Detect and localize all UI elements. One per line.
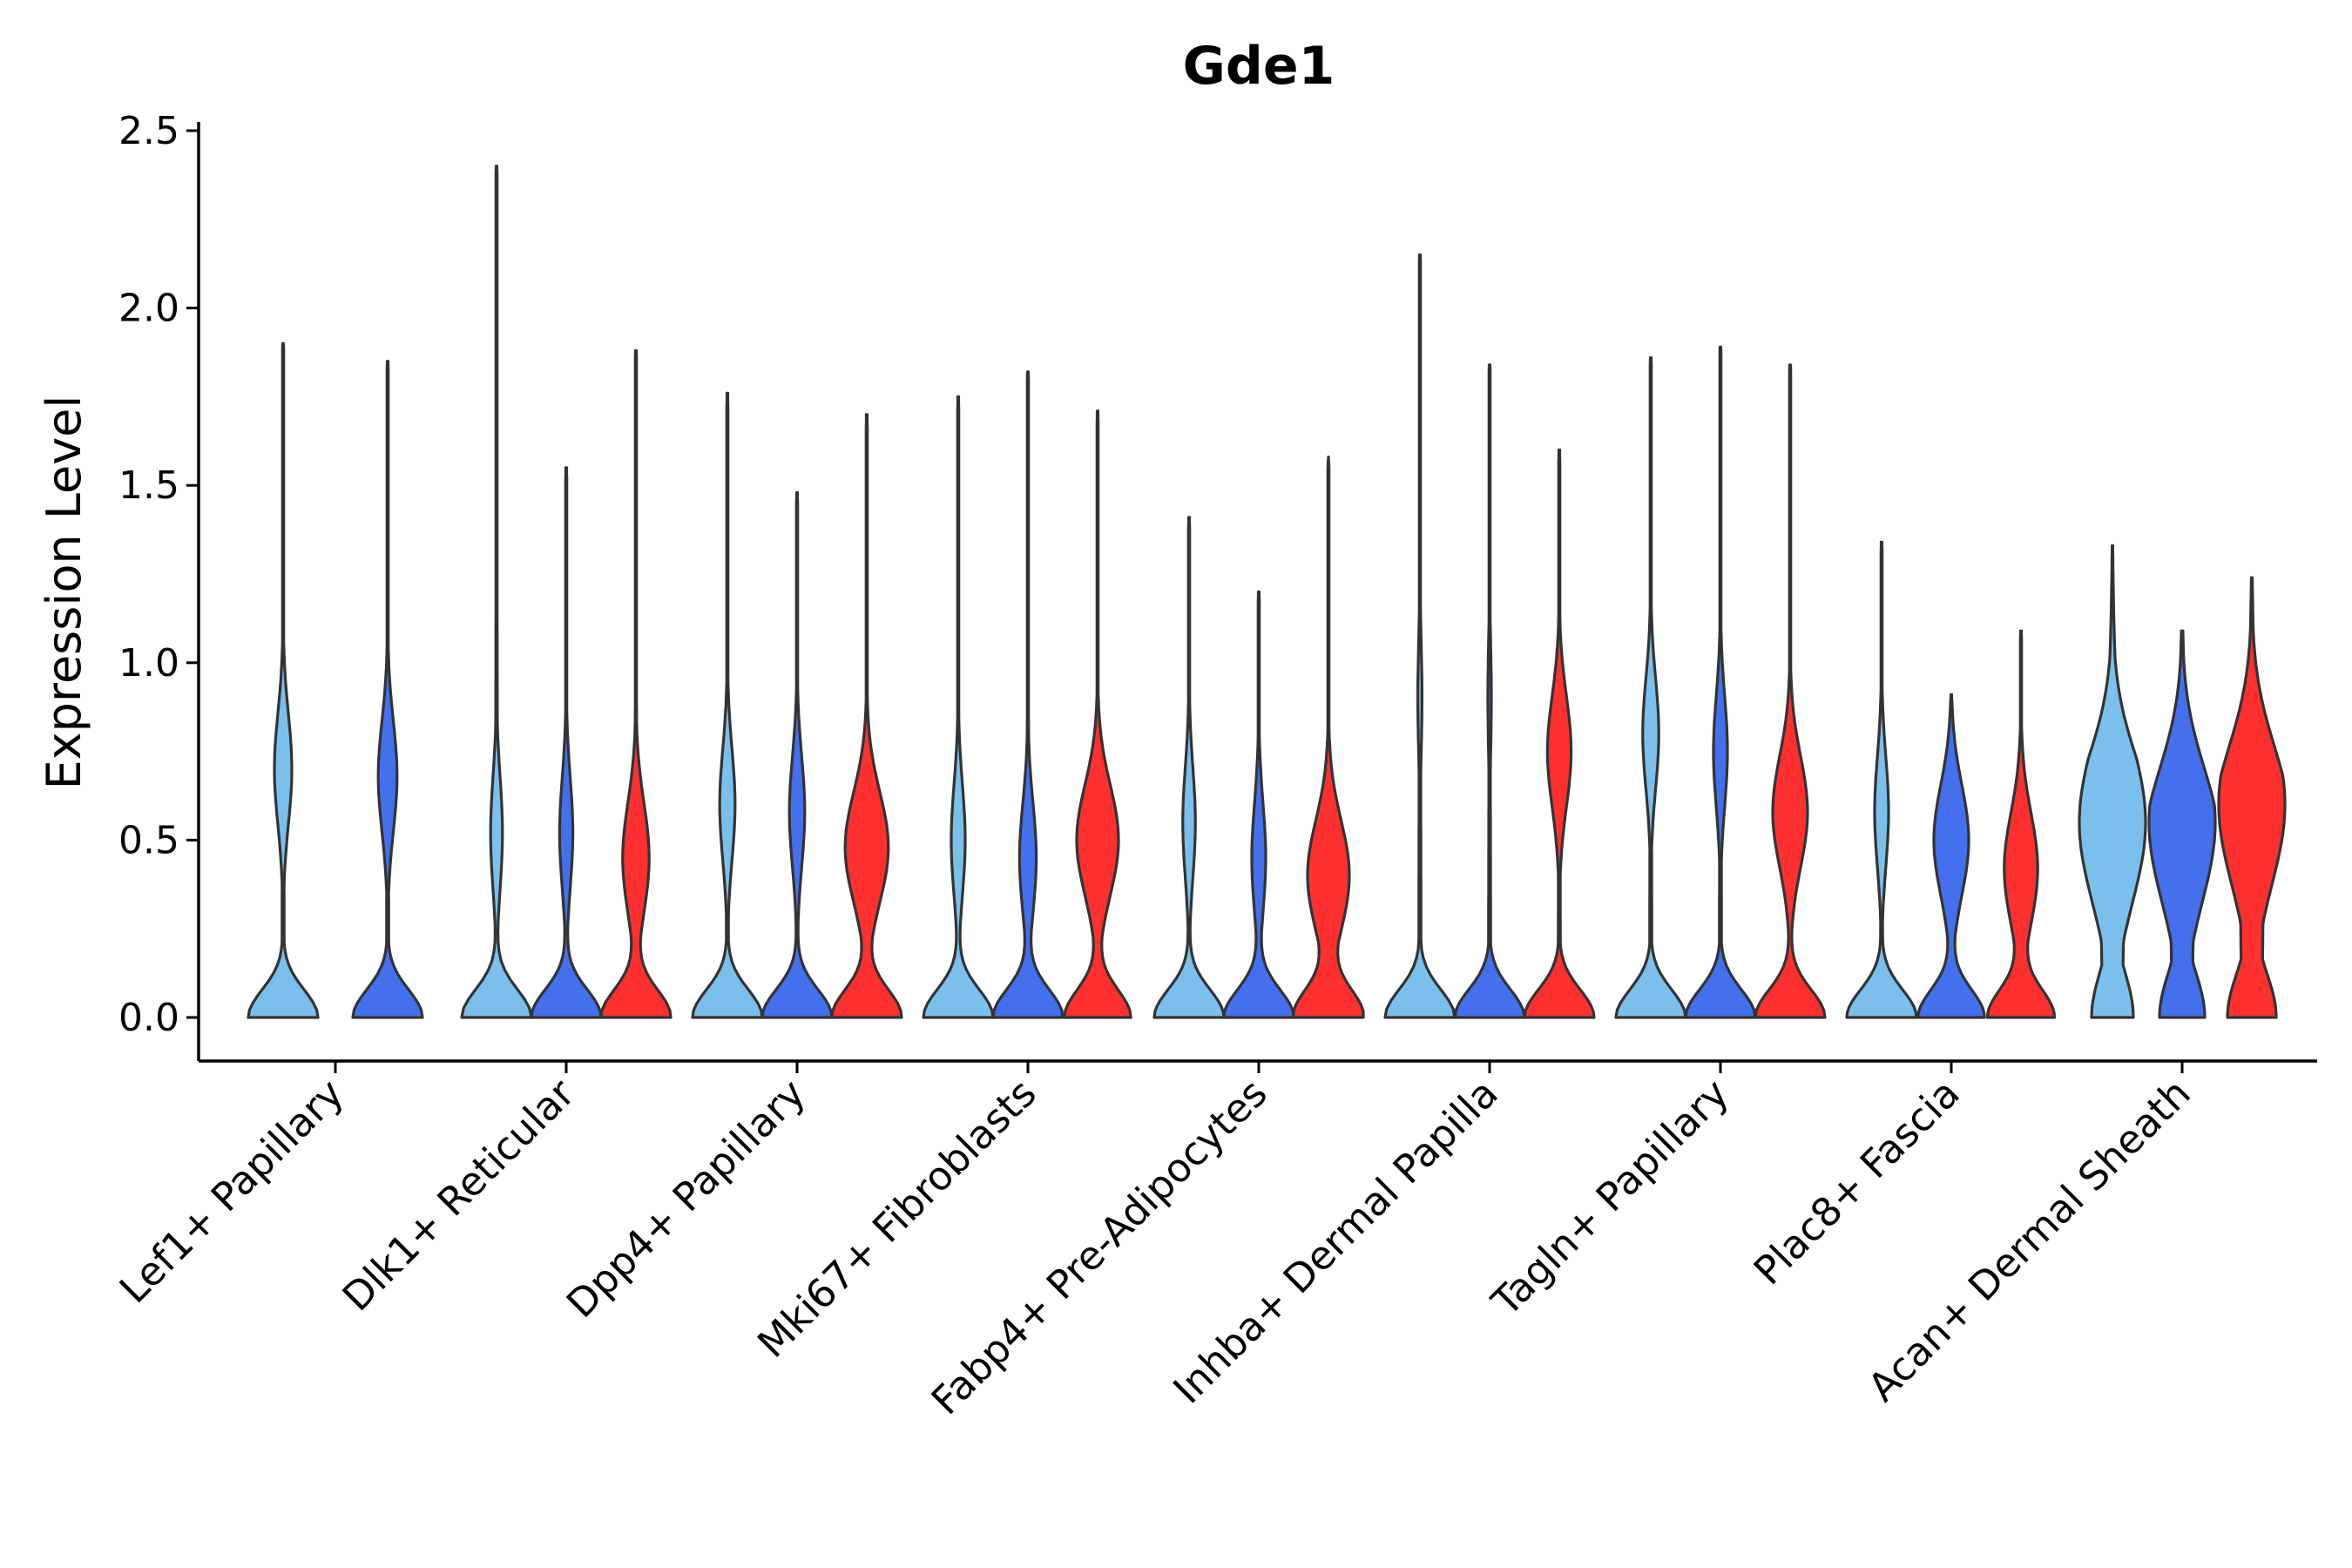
y-tick-label: 1.0 — [118, 641, 179, 686]
violin-4-1 — [1222, 590, 1295, 1019]
violin-4-0 — [1152, 516, 1226, 1019]
x-tick-label: Tagln+ Papillary — [1483, 1070, 1738, 1325]
x-tick-label: Dlk1+ Reticular — [334, 1070, 584, 1320]
violin-0-0 — [247, 341, 320, 1019]
violin-5-2 — [1523, 448, 1596, 1019]
violin-2-2 — [830, 413, 903, 1019]
violin-1-2 — [599, 348, 672, 1019]
violin-8-0 — [2078, 544, 2147, 1019]
y-tick-label: 0.5 — [118, 818, 179, 862]
violin-5-1 — [1453, 363, 1526, 1019]
violin-7-2 — [1985, 629, 2057, 1019]
x-tick-label: Plac8+ Fascia — [1745, 1070, 1969, 1294]
violin-6-0 — [1614, 356, 1687, 1019]
chart-title: Gde1 — [1183, 36, 1335, 97]
x-tick-label: Dpp4+ Papillary — [558, 1070, 814, 1327]
violin-3-2 — [1063, 409, 1132, 1019]
violins-group — [247, 165, 2287, 1019]
y-tick-label: 2.0 — [118, 287, 179, 331]
violin-8-2 — [2217, 576, 2287, 1019]
violin-3-0 — [922, 395, 995, 1019]
violin-7-0 — [1845, 540, 1918, 1019]
violin-1-1 — [530, 466, 603, 1019]
violin-3-1 — [991, 370, 1064, 1019]
y-axis: 0.0 0.5 1.0 1.5 2.0 2.5 — [118, 109, 200, 1061]
y-tick-label: 0.0 — [118, 996, 179, 1040]
violin-7-1 — [1916, 693, 1986, 1019]
violin-8-1 — [2147, 629, 2217, 1019]
y-tick-label: 2.5 — [118, 109, 179, 153]
violin-2-0 — [691, 391, 764, 1019]
violin-2-1 — [760, 490, 834, 1019]
y-tick-label: 1.5 — [118, 463, 179, 508]
y-axis-label: Expression Level — [37, 395, 91, 790]
x-tick-label: Lef1+ Papillary — [111, 1070, 353, 1312]
violin-0-1 — [351, 360, 424, 1019]
violin-4-2 — [1292, 456, 1365, 1019]
violin-6-1 — [1684, 345, 1757, 1019]
violin-1-0 — [460, 165, 533, 1019]
violin-6-2 — [1754, 363, 1827, 1019]
violin-5-0 — [1383, 253, 1456, 1019]
